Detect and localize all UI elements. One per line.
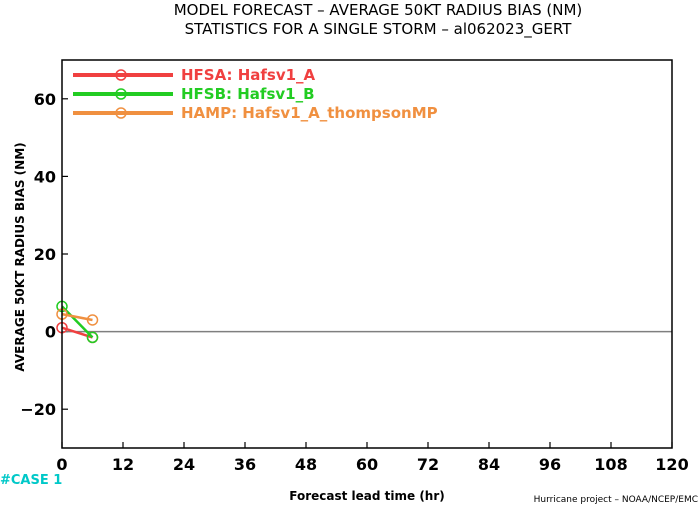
legend-label: HAMP: Hafsv1_A_thompsonMP xyxy=(181,104,438,122)
x-tick-label: 24 xyxy=(173,455,195,474)
series-1 xyxy=(56,300,99,344)
chart-title-line2: STATISTICS FOR A SINGLE STORM – al062023… xyxy=(185,20,573,39)
x-tick-label: 96 xyxy=(539,455,561,474)
legend-swatch-marker xyxy=(115,88,127,100)
data-point xyxy=(86,314,99,326)
y-axis-ticks: −20 0 20 40 60 xyxy=(20,90,68,419)
y-axis-label: AVERAGE 50KT RADIUS BIAS (NM) xyxy=(13,142,27,371)
y-tick-label: −20 xyxy=(20,400,56,419)
legend-swatch-marker xyxy=(115,107,127,119)
data-point xyxy=(86,331,99,344)
x-tick-label: 0 xyxy=(56,455,67,474)
chart-title-line1: MODEL FORECAST – AVERAGE 50KT RADIUS BIA… xyxy=(174,1,583,19)
x-tick-label: 120 xyxy=(655,455,688,474)
y-tick-label: 0 xyxy=(45,323,56,342)
x-tick-label: 48 xyxy=(295,455,317,474)
series-layer xyxy=(56,300,99,344)
legend-item: HAMP: Hafsv1_A_thompsonMP xyxy=(73,104,438,122)
legend-label: HFSA: Hafsv1_A xyxy=(181,66,316,84)
legend-item: HFSB: Hafsv1_B xyxy=(73,85,315,103)
x-tick-label: 36 xyxy=(234,455,256,474)
legend-item: HFSA: Hafsv1_A xyxy=(73,66,316,84)
footer-credit: Hurricane project – NOAA/NCEP/EMC xyxy=(534,495,698,505)
y-tick-label: 60 xyxy=(34,90,56,109)
x-tick-label: 108 xyxy=(594,455,627,474)
y-tick-label: 40 xyxy=(34,167,56,186)
legend-label: HFSB: Hafsv1_B xyxy=(181,85,315,103)
x-axis-label: Forecast lead time (hr) xyxy=(289,489,445,503)
x-tick-label: 12 xyxy=(112,455,134,474)
legend-swatch-marker xyxy=(115,69,127,81)
y-tick-label: 20 xyxy=(34,245,56,264)
x-tick-label: 84 xyxy=(478,455,500,474)
plot-area-frame xyxy=(61,59,673,449)
x-axis-ticks: 0 12 24 36 48 60 72 84 96 108 120 xyxy=(56,442,689,474)
x-tick-label: 72 xyxy=(417,455,439,474)
case-count-label: #CASE 1 xyxy=(0,473,62,488)
x-tick-label: 60 xyxy=(356,455,378,474)
